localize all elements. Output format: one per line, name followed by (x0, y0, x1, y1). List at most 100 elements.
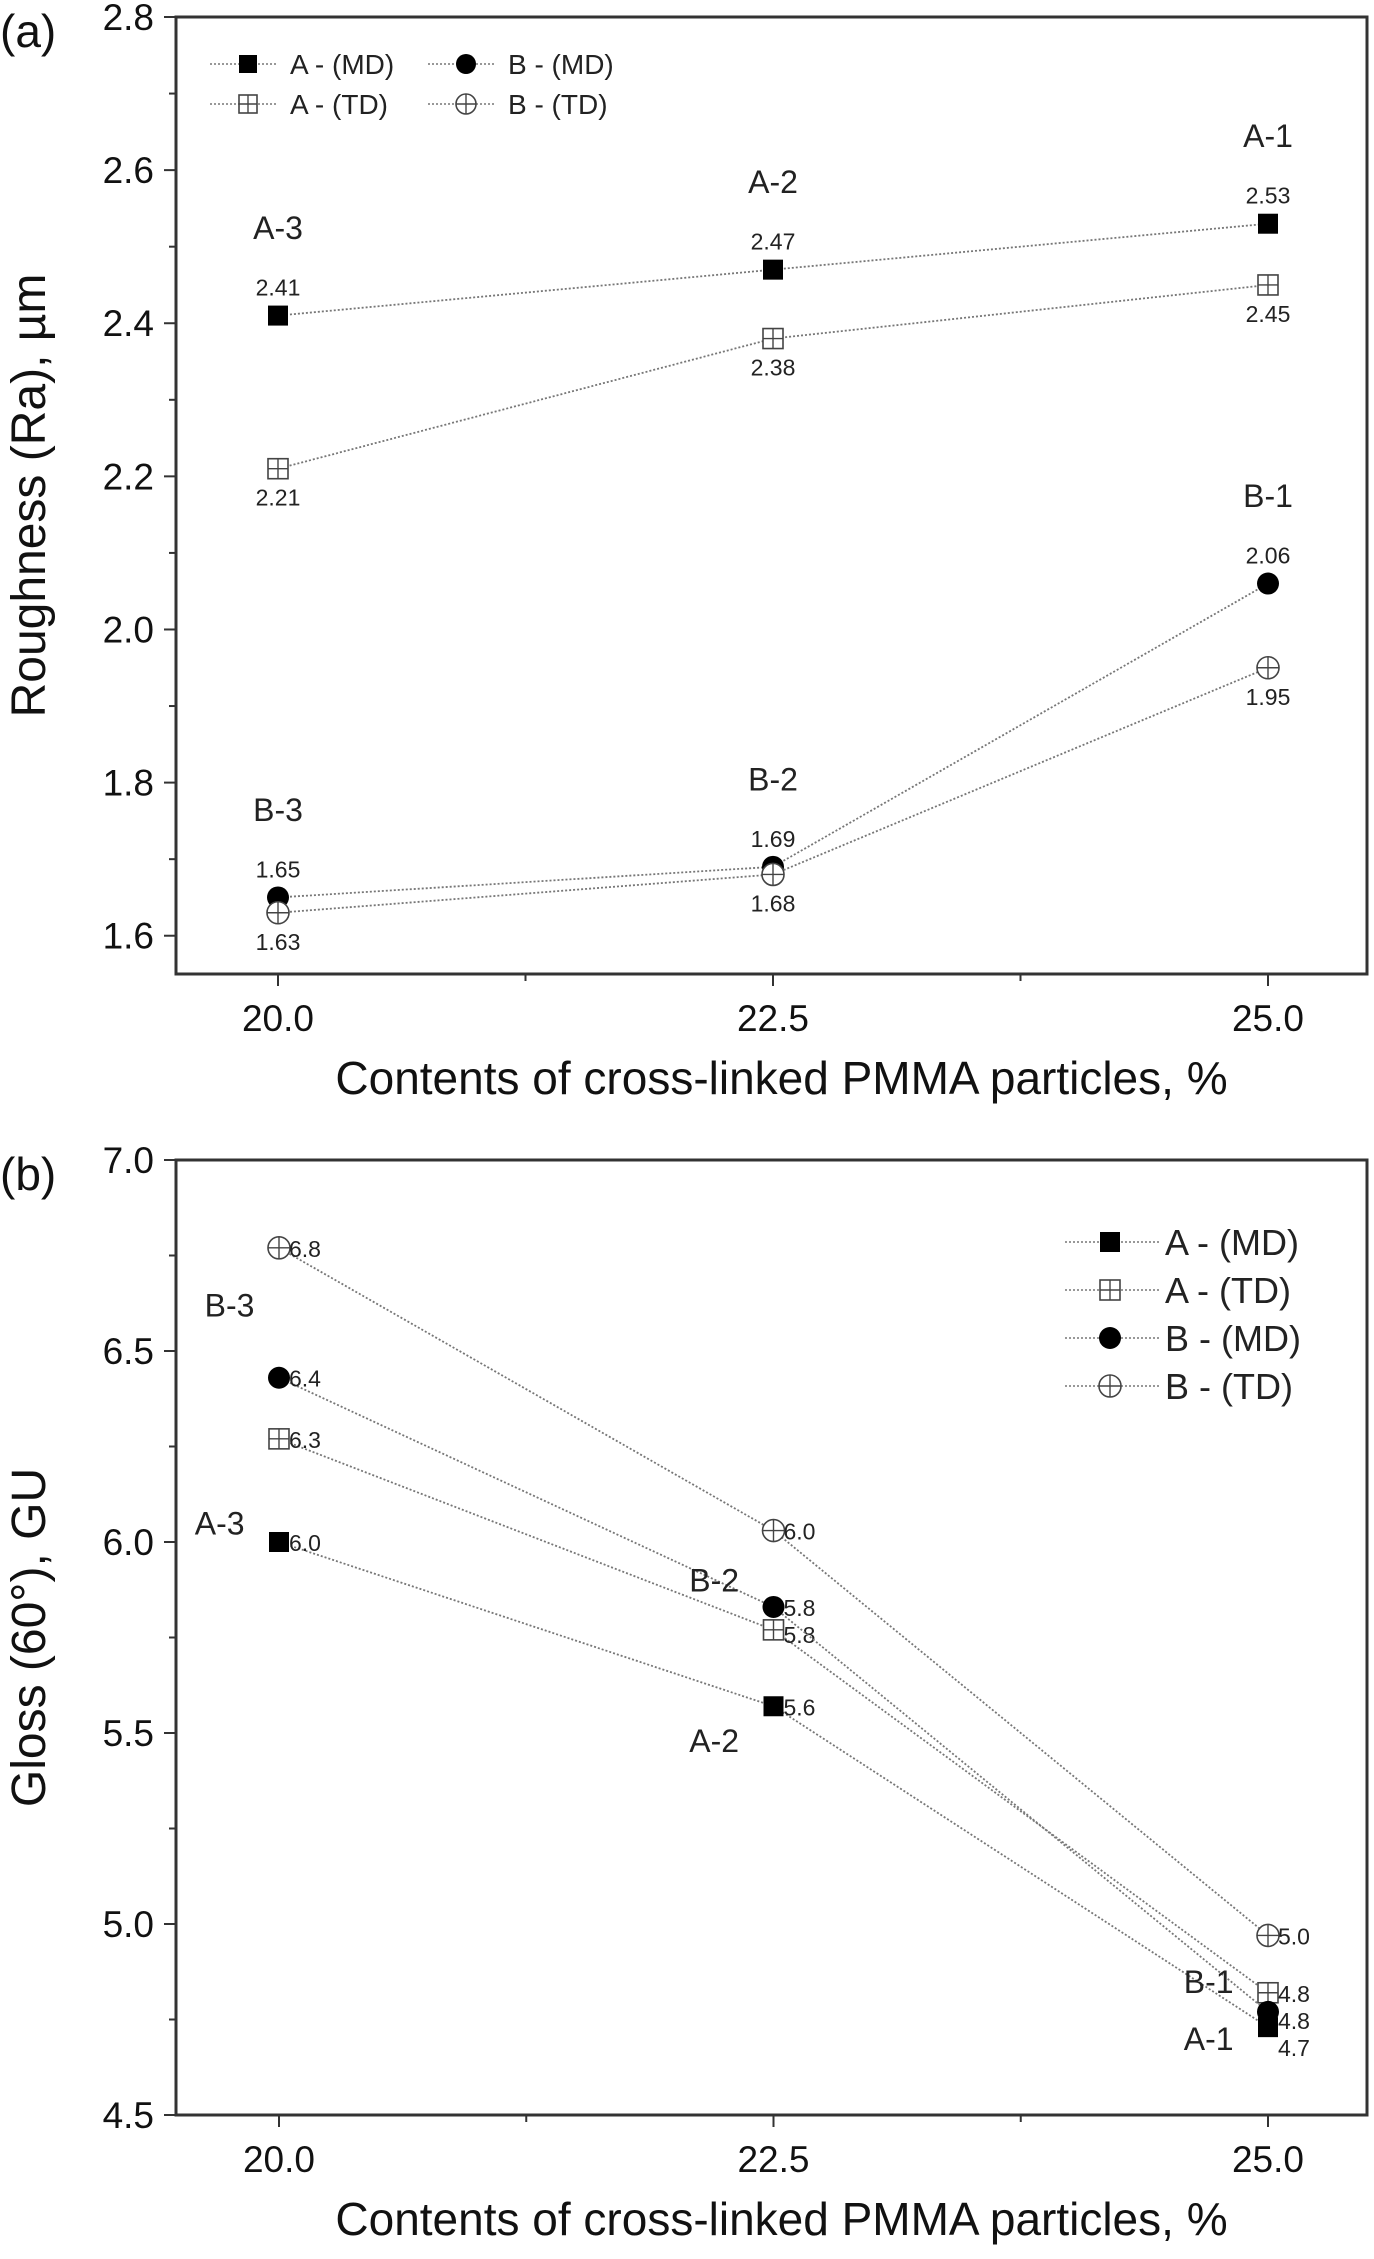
series-a-td-: 2.21 2.38 2.45 (256, 274, 1291, 511)
series-b-md-: 6.4 5.8 4.8 (268, 1366, 1310, 2034)
legend-item: A - (MD) (210, 49, 394, 80)
sample-annotation: B-3 (253, 792, 303, 828)
marker-filled-square (268, 305, 288, 326)
data-label: 6.0 (784, 1519, 816, 1545)
legend-label: A - (TD) (290, 89, 388, 120)
legend-item: B - (TD) (1065, 1366, 1293, 1407)
data-label: 2.47 (751, 229, 796, 255)
legend-label: A - (TD) (1165, 1270, 1291, 1311)
plot-frame (174, 15, 1369, 976)
sample-annotation: B-3 (205, 1288, 255, 1324)
marker-filled-circle (1257, 2000, 1279, 2023)
marker-open-square-cross (267, 457, 289, 480)
series-line (278, 1438, 1269, 1994)
marker-open-square-cross (268, 1428, 290, 1450)
sample-annotation: B-1 (1184, 1964, 1234, 2000)
panel-label: (b) (0, 1148, 56, 1200)
data-label: 5.8 (784, 1622, 816, 1648)
marker-open-circle-cross (761, 1518, 786, 1543)
marker-filled-circle (762, 1595, 785, 1618)
marker-open-circle-cross (761, 862, 785, 887)
data-label: 1.95 (1246, 684, 1291, 710)
data-label: 5.8 (784, 1595, 816, 1621)
marker-open-circle-cross (1256, 655, 1280, 680)
y-tick-label: 2.0 (103, 609, 154, 650)
data-label: 4.8 (1278, 1981, 1310, 2007)
legend-label: B - (MD) (508, 49, 614, 80)
legend: A - (MD) A - (TD) B - (MD) B - (TD) (1065, 1222, 1301, 1407)
panel-label: (a) (0, 5, 56, 57)
data-label: 4.7 (1278, 2035, 1310, 2061)
x-tick-label: 22.5 (737, 2139, 809, 2180)
data-label: 2.53 (1246, 183, 1291, 209)
marker-open-square-cross (1099, 1279, 1121, 1301)
y-tick-label: 2.6 (103, 150, 154, 191)
data-label: 2.21 (256, 485, 301, 511)
legend-label: B - (TD) (508, 89, 608, 120)
data-label: 6.8 (289, 1236, 321, 1262)
marker-filled-circle (268, 1366, 290, 1389)
x-tick-label: 25.0 (1232, 2139, 1304, 2180)
sample-annotation: A-1 (1184, 2021, 1234, 2057)
marker-open-circle-cross (267, 1236, 291, 1260)
legend-label: B - (TD) (1165, 1366, 1293, 1407)
data-label: 2.45 (1246, 301, 1291, 327)
y-tick-label: 6.0 (103, 1522, 154, 1563)
data-label: 5.6 (784, 1694, 816, 1720)
series-a-md-: 6.0 5.6 4.7 (269, 1530, 1310, 2061)
marker-open-circle-cross (455, 93, 477, 115)
legend-item: A - (TD) (1065, 1270, 1291, 1311)
series-line (277, 582, 1269, 899)
marker-filled-circle (1099, 1327, 1121, 1349)
y-tick-label: 5.5 (103, 1713, 154, 1754)
sample-annotation: B-2 (748, 761, 798, 797)
legend-item: B - (MD) (1065, 1318, 1301, 1359)
marker-filled-square (763, 1696, 784, 1717)
marker-open-square-cross (1257, 1981, 1279, 2004)
sample-annotation: B-1 (1243, 478, 1293, 514)
marker-open-square-cross (238, 94, 258, 114)
legend-item: B - (TD) (428, 89, 608, 120)
y-tick-label: 2.4 (103, 303, 154, 344)
y-axis-label: Gloss (60°), GU (3, 1468, 56, 1807)
data-label: 2.38 (751, 355, 796, 381)
y-tick-label: 5.0 (103, 1904, 154, 1945)
legend-label: A - (MD) (290, 49, 394, 80)
sample-annotation: A-2 (748, 164, 798, 200)
legend-item: A - (TD) (210, 89, 388, 120)
data-label: 4.8 (1278, 2008, 1310, 2034)
legend: A - (MD) A - (TD) B - (MD) B - (TD) (210, 49, 614, 120)
series-b-md-: 1.65 1.69 2.06 (256, 543, 1291, 909)
data-label: 2.06 (1246, 543, 1291, 569)
y-tick-label: 6.5 (103, 1331, 154, 1372)
data-label: 1.65 (256, 856, 301, 882)
marker-filled-square (1100, 1232, 1120, 1252)
data-label: 1.69 (751, 826, 796, 852)
marker-open-square-cross (1257, 274, 1279, 296)
sample-annotation: A-3 (253, 210, 303, 246)
x-tick-label: 25.0 (1232, 998, 1304, 1039)
x-tick-label: 22.5 (737, 998, 809, 1039)
sample-annotation: A-3 (195, 1505, 245, 1541)
y-axis-label: Roughness (Ra), µm (3, 274, 56, 718)
y-tick-label: 1.8 (103, 763, 154, 804)
marker-open-circle-cross (266, 900, 290, 925)
data-label: 5.0 (1278, 1923, 1310, 1949)
marker-filled-square (1258, 2017, 1278, 2038)
data-label: 1.63 (256, 929, 301, 955)
marker-filled-square (239, 55, 257, 73)
marker-filled-circle (456, 54, 476, 74)
series-a-md-: 2.41 2.47 2.53 (256, 183, 1291, 326)
marker-open-square-cross (762, 1619, 785, 1641)
x-axis-label: Contents of cross-linked PMMA particles,… (335, 1052, 1227, 1104)
marker-open-square-cross (762, 327, 784, 350)
x-tick-label: 20.0 (243, 2139, 315, 2180)
legend-item: B - (MD) (428, 49, 614, 80)
data-label: 2.41 (256, 275, 301, 301)
y-tick-label: 4.5 (103, 2095, 154, 2136)
chart-panel-a: 1.6 1.8 2.0 2.2 2.4 2.6 2.8 20.0 22.5 25.0Content… (0, 0, 1369, 1104)
sample-annotation: A-1 (1243, 118, 1293, 154)
data-label: 6.4 (289, 1366, 321, 1392)
legend-label: B - (MD) (1165, 1318, 1301, 1359)
